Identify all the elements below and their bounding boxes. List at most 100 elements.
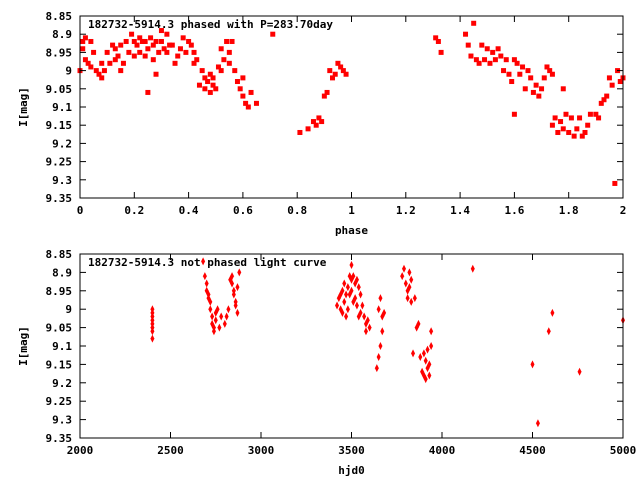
unphased-data-point (378, 294, 383, 303)
phased-data-point (560, 86, 566, 92)
phased-data-point (153, 71, 159, 77)
unphased-data-point (546, 327, 551, 336)
unphased-data-point (407, 268, 412, 277)
unphased-x-tick-label: 4500 (519, 444, 546, 457)
phased-data-point (88, 64, 94, 70)
phased-data-point (549, 71, 555, 77)
unphased-data-point (421, 349, 426, 358)
unphased-data-point (423, 375, 428, 384)
phased-x-tick-label: 1.8 (559, 204, 579, 217)
phased-data-point (471, 20, 477, 26)
unphased-data-point (219, 312, 224, 321)
phased-data-point (492, 57, 498, 63)
unphased-data-point (340, 308, 345, 317)
unphased-x-tick-label: 2500 (157, 444, 184, 457)
unphased-x-axis-label: hjd0 (338, 464, 365, 477)
phased-data-point (188, 42, 194, 48)
phased-data-point (218, 68, 224, 74)
phased-data-point (101, 68, 107, 74)
unphased-data-point (427, 360, 432, 369)
phased-data-point (196, 82, 202, 88)
phased-data-point (82, 57, 88, 63)
phased-data-point (104, 49, 110, 55)
unphased-x-tick-labels: 2000 2500 3000 3500 4000 4500 5000 (67, 444, 637, 457)
phased-data-point (604, 93, 610, 99)
unphased-data-point (217, 323, 222, 332)
phased-data-point (248, 89, 254, 95)
phased-data-point (145, 46, 151, 52)
phased-data-point (213, 86, 219, 92)
phased-data-point (560, 126, 566, 132)
phased-data-point (435, 38, 441, 44)
phased-data-point (191, 60, 197, 66)
unphased-data-point (429, 342, 434, 350)
unphased-tick-marks (79, 253, 624, 439)
phased-data-point (207, 89, 213, 95)
phased-data-point (514, 60, 520, 66)
unphased-data-point (382, 308, 387, 317)
phased-data-point (555, 129, 561, 135)
phased-data-point (487, 60, 493, 66)
unphased-data-point (367, 323, 372, 332)
unphased-data-point (358, 290, 363, 299)
phased-data-point (180, 35, 186, 41)
phased-data-point (574, 126, 580, 132)
phased-data-point (85, 60, 91, 66)
phased-data-point (319, 119, 325, 125)
phased-data-point (305, 126, 311, 132)
unphased-y-tick-label: 9.3 (52, 414, 72, 427)
unphased-data-point (550, 308, 555, 317)
phased-data-point (221, 57, 227, 63)
phased-data-point (568, 115, 574, 121)
unphased-data-point (235, 283, 240, 292)
phased-data-point (172, 60, 178, 66)
phased-y-tick-label: 9.25 (46, 156, 73, 169)
phased-data-point (137, 49, 143, 55)
phased-data-point (541, 75, 547, 81)
phased-data-point (587, 111, 593, 117)
unphased-data-point (412, 294, 417, 303)
phased-data-point (229, 38, 235, 44)
phased-x-tick-label: 1.6 (504, 204, 524, 217)
unphased-y-tick-label: 8.95 (46, 285, 73, 298)
unphased-y-tick-label: 9.15 (46, 358, 73, 371)
phased-data-point (606, 75, 612, 81)
unphased-data-point (211, 327, 216, 336)
phased-data-point (501, 68, 507, 74)
unphased-x-tick-label: 3000 (248, 444, 275, 457)
unphased-y-tick-label: 8.85 (46, 248, 73, 261)
unphased-data-point (342, 297, 347, 306)
phased-data-point (482, 57, 488, 63)
unphased-data-point (354, 275, 359, 284)
unphased-data-point (335, 301, 340, 310)
phased-data-point (164, 31, 170, 37)
phased-data-point (134, 42, 140, 48)
unphased-data-point (150, 334, 155, 343)
phased-data-point (142, 53, 148, 59)
unphased-data-point (411, 349, 416, 358)
unphased-x-tick-label: 3500 (338, 444, 365, 457)
phased-x-tick-label: 2 (620, 204, 627, 217)
phased-data-point (120, 60, 126, 66)
phased-data-point (270, 31, 276, 37)
phased-data-point (191, 49, 197, 55)
phased-x-tick-label: 1.2 (396, 204, 416, 217)
unphased-data-point (226, 305, 231, 314)
phased-data-point (123, 38, 129, 44)
phased-data-point (80, 38, 86, 44)
phased-data-point (498, 53, 504, 59)
phased-data-point (115, 53, 121, 59)
unphased-data-point (224, 312, 229, 321)
phased-y-tick-labels: 8.85 8.9 8.95 9 9.05 9.1 9.15 9.2 9.25 9.3 9.35 (46, 10, 73, 205)
unphased-y-tick-label: 8.9 (52, 266, 72, 279)
phased-data-point (517, 71, 523, 77)
phased-plot-title: 182732-5914.3 phased with P=283.70day (88, 18, 333, 31)
unphased-data-point (202, 272, 207, 281)
unphased-data-point (409, 297, 414, 306)
unphased-data-point (416, 319, 421, 328)
phased-data-point (243, 100, 249, 106)
unphased-data-point (345, 305, 350, 314)
phased-data-point (186, 38, 192, 44)
unphased-data-point (231, 290, 236, 299)
phased-x-tick-labels: 0 0.2 0.4 0.6 0.8 1 1.2 1.4 1.6 1.8 2 (77, 204, 627, 217)
